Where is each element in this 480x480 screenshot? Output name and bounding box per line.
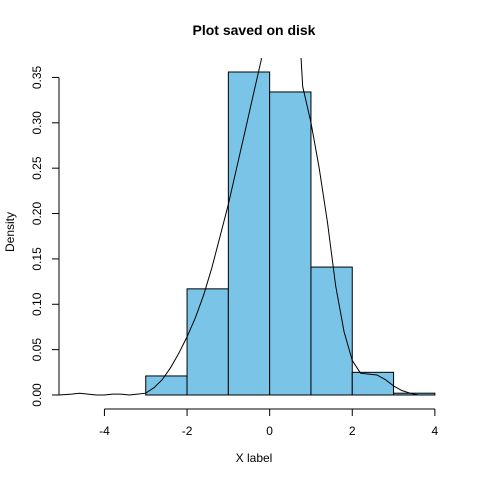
y-tick-label: 0.00 <box>30 383 44 407</box>
histogram-bar-4 <box>227 71 271 396</box>
y-tick-label: 0.15 <box>30 247 44 271</box>
x-tick-label: 4 <box>432 424 439 438</box>
histogram-bar-3 <box>186 288 229 396</box>
x-tick-label: 2 <box>349 424 356 438</box>
histogram-bars <box>145 71 436 396</box>
y-tick-label: 0.20 <box>30 202 44 226</box>
y-tick-label: 0.05 <box>30 338 44 362</box>
y-tick-label: 0.35 <box>30 65 44 89</box>
x-axis: -4 -2 0 2 4 <box>99 408 439 438</box>
chart-title: Plot saved on disk <box>193 22 316 38</box>
y-tick-label: 0.10 <box>30 292 44 316</box>
histogram-bar-6 <box>310 266 353 396</box>
density-curve-layer <box>58 58 435 396</box>
x-axis-title: X label <box>236 451 273 465</box>
x-tick-label: 0 <box>266 424 273 438</box>
y-axis-title: Density <box>3 212 17 252</box>
y-axis: 0.00 0.05 0.10 0.15 0.20 0.25 0.30 0.35 <box>30 65 60 407</box>
histogram-bar-5 <box>269 91 312 396</box>
histogram-bar-2 <box>145 375 188 396</box>
histogram-bar-7 <box>351 371 395 396</box>
x-tick-label: -4 <box>99 424 110 438</box>
y-tick-label: 0.25 <box>30 156 44 180</box>
y-tick-label: 0.30 <box>30 111 44 135</box>
density-curve <box>58 58 435 396</box>
x-tick-label: -2 <box>182 424 193 438</box>
